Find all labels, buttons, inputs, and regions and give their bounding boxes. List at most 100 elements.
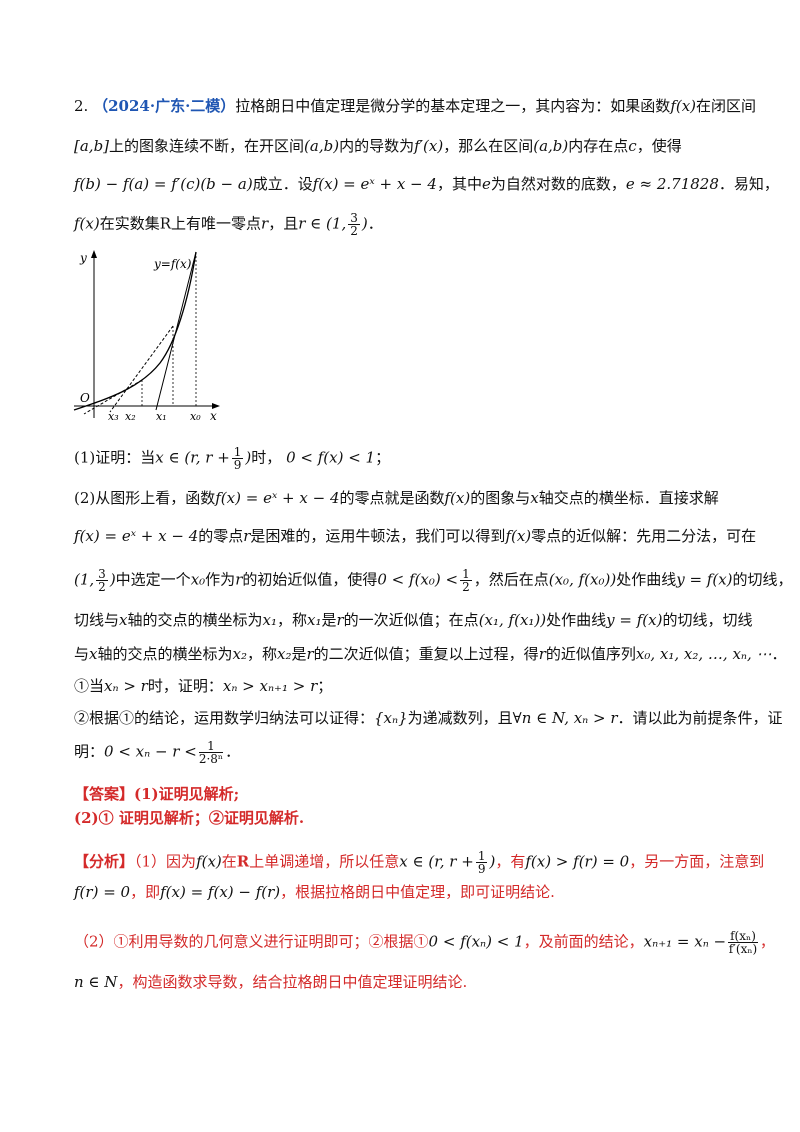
- text: 的初始近似值，使得: [242, 570, 378, 589]
- part2-line-7: ②根据①的结论，运用数学归纳法可以证得：{xₙ}为递减数列，且∀n ∈ N, x…: [74, 708, 783, 728]
- numerator: 3: [348, 211, 360, 225]
- math: (a,b): [304, 137, 340, 155]
- text: 在: [221, 852, 237, 871]
- curve-fx: [73, 251, 197, 411]
- analysis-line-1: 【分析】（1）因为f(x)在R上单调递增，所以任意x ∈ (r, r +1 9)，…: [74, 849, 764, 875]
- text: 为递减数列，且: [407, 709, 513, 727]
- text: ①当: [74, 677, 105, 695]
- text: 的图象与: [470, 489, 531, 507]
- text: ，根据拉格朗日中值定理，即可证明结论.: [280, 883, 555, 901]
- text: （2）①利用导数的几何意义进行证明即可；②根据①: [74, 932, 429, 951]
- denominator: 2: [350, 224, 358, 238]
- text: 成立．设: [252, 175, 313, 193]
- math: R: [159, 214, 172, 233]
- math: e: [481, 175, 491, 193]
- numerator: 1: [460, 567, 472, 581]
- question-line-4: f(x)在实数集R上有唯一零点r，且r ∈ (1, 3 2)．: [74, 212, 740, 237]
- math: f(x) = eˣ + x − 4: [74, 527, 199, 545]
- tangent-at-x0: [155, 251, 197, 411]
- math: (1,: [74, 570, 95, 589]
- math: x: [530, 489, 539, 507]
- analysis-line-4: n ∈ N，构造函数求导数，结合拉格朗日中值定理证明结论.: [74, 972, 740, 992]
- math: R: [236, 852, 250, 871]
- math: x₀: [190, 570, 206, 589]
- part2-line-5: 与x轴的交点的横坐标为x₂，称x₂是r的二次近似值；重复以上过程，得r的近似值序…: [74, 644, 787, 664]
- text: 处作曲线: [616, 570, 677, 589]
- math: e ≈ 2.71828: [625, 175, 719, 193]
- text: 拉格朗日中值定理是微分学的基本定理之一，其内容为：如果函数: [235, 97, 671, 115]
- math: {xₙ}: [374, 709, 408, 727]
- denominator: 2·8ⁿ: [198, 752, 224, 766]
- text: ，有: [495, 852, 526, 871]
- text: ．: [771, 645, 787, 663]
- text: ，: [759, 932, 775, 951]
- text: ；: [375, 448, 391, 467]
- text: 是困难的，运用牛顿法，我们可以得到: [250, 527, 506, 545]
- text: ，另一方面，注意到: [629, 852, 765, 871]
- math: x ∈ (r, r +: [155, 448, 230, 467]
- text: 切线与: [74, 611, 120, 629]
- text: ②根据①的结论，运用数学归纳法可以证得：: [74, 709, 375, 727]
- text: ，且: [268, 214, 299, 233]
- text: 零点的近似解：先用二分法，可在: [531, 527, 757, 545]
- math: f(x) = eˣ + x − 4: [312, 175, 437, 193]
- fraction-1-over-2-8n: 1 2·8ⁿ: [198, 740, 224, 766]
- math: ): [489, 852, 496, 871]
- math: ): [109, 570, 116, 589]
- question-line-1: 2. （2024·广东·二模）拉格朗日中值定理是微分学的基本定理之一，其内容为：…: [74, 96, 756, 116]
- math: f(x): [505, 527, 532, 545]
- text: 的一次近似值；在点: [343, 611, 479, 629]
- text: 轴的交点的横坐标为: [97, 645, 233, 663]
- part2-line-4: 切线与x轴的交点的横坐标为x₁，称x₁是r的一次近似值；在点(x₁, f(x₁)…: [74, 610, 752, 630]
- denominator: f′(xₙ): [728, 942, 758, 956]
- question-number: 2.: [74, 97, 89, 115]
- math: f(r) = 0: [74, 883, 131, 901]
- math: y = f(x): [606, 611, 663, 629]
- math: f(x) > f(r) = 0: [525, 852, 630, 871]
- math: f′(x): [414, 137, 444, 155]
- part2-line-3: (1, 3 2)中选定一个x₀作为r的初始近似值，使得0 < f(x₀) <1 2 ，然…: [74, 568, 793, 593]
- text: 与: [74, 645, 90, 663]
- text: 是: [321, 611, 337, 629]
- text: 为自然对数的底数，: [490, 175, 626, 193]
- answer-line-2: (2)① 证明见解析；②证明见解析.: [74, 808, 740, 828]
- numerator: 3: [96, 567, 108, 581]
- math: x₂: [232, 645, 247, 663]
- question-line-2: [a,b]上的图象连续不断，在开区间(a,b)内的导数为f′(x)，那么在区间(…: [74, 136, 740, 156]
- math: x₁: [307, 611, 322, 629]
- analysis-tag: 【分析】: [74, 852, 135, 871]
- text: 中选定一个: [115, 570, 191, 589]
- part2-line-8: 明：0 < xₙ − r <1 2·8ⁿ ．: [74, 740, 740, 765]
- text: (1)证明：当: [74, 448, 156, 467]
- math: x₀, x₁, x₂, …, xₙ, ⋯: [635, 645, 772, 663]
- text: 轴交点的横坐标．直接求解: [538, 489, 719, 507]
- numerator: 1: [475, 849, 488, 863]
- math: ): [361, 214, 368, 233]
- x0-label: x₀: [190, 410, 201, 423]
- math: 0 < f(x) < 1: [286, 448, 376, 467]
- text: ．: [225, 742, 241, 761]
- newton-method-graph: y x O y=f(x) x₃ x₂ x₁ x₀: [73, 250, 220, 423]
- math: x₂: [277, 645, 292, 663]
- math: x: [89, 645, 98, 663]
- numerator: f(xₙ): [728, 929, 758, 943]
- math: f(x) = f(x) − f(r): [160, 883, 281, 901]
- text: 内的导数为: [339, 137, 415, 155]
- text: ，其中: [436, 175, 482, 193]
- text: 上有唯一零点: [171, 214, 262, 233]
- math: f(x) = eˣ + x − 4: [215, 489, 340, 507]
- math: [a,b]: [74, 137, 110, 155]
- y-label: y: [79, 251, 87, 265]
- math: f(x): [444, 489, 471, 507]
- math: r ∈ (1,: [298, 214, 347, 233]
- text: 的零点就是函数: [339, 489, 445, 507]
- x3-label: x₃: [108, 410, 119, 423]
- text: ，即: [130, 883, 161, 901]
- text: ；: [317, 677, 333, 695]
- math: xₙ > xₙ₊₁ > r: [222, 677, 318, 695]
- text: ，然后在点: [473, 570, 549, 589]
- y-axis-arrow: [91, 250, 97, 258]
